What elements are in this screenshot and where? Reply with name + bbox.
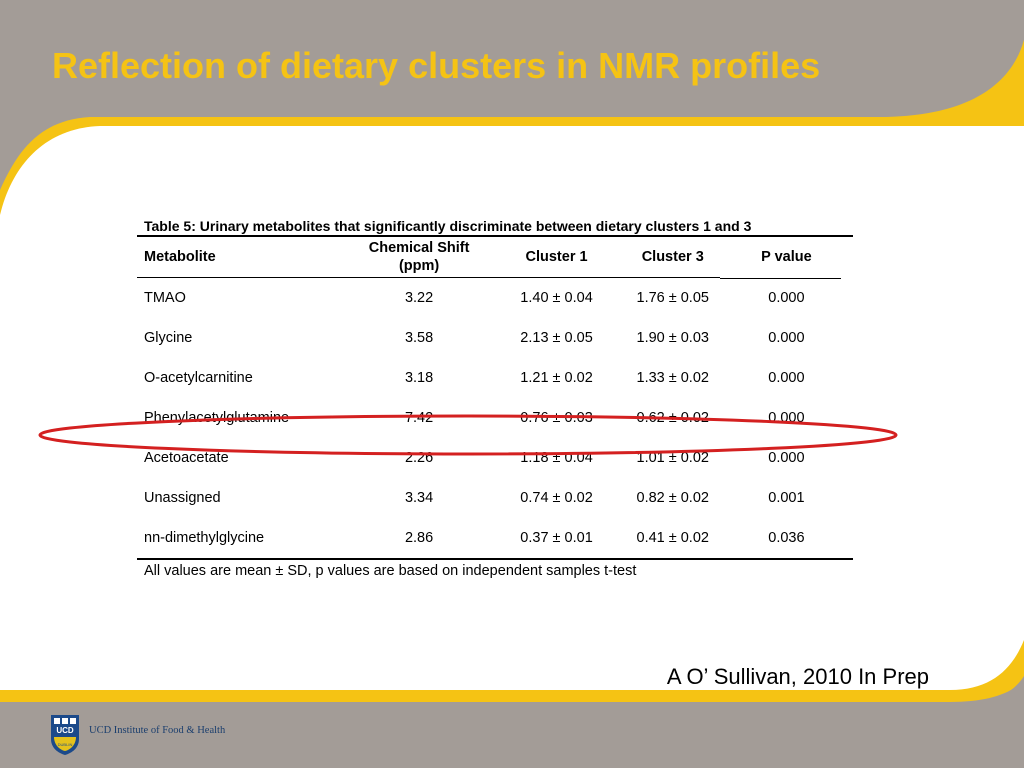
cell-metabolite: Unassigned xyxy=(144,490,221,506)
header-shift-line1: Chemical Shift xyxy=(368,240,470,256)
cell-shift: 2.86 xyxy=(350,518,488,560)
cell-metabolite: O-acetylcarnitine xyxy=(144,370,253,386)
cell-pvalue: 0.036 xyxy=(719,518,853,560)
table-row: Unassigned 3.34 0.74 ± 0.02 0.82 ± 0.02 … xyxy=(137,478,853,518)
ucd-crest-icon: UCD DUBLIN xyxy=(51,715,79,755)
table-row: TMAO 3.22 1.40 ± 0.04 1.76 ± 0.05 0.000 xyxy=(137,278,853,319)
header-metabolite: Metabolite xyxy=(137,236,351,278)
cell-cluster3: 1.01 ± 0.02 xyxy=(636,450,709,466)
cell-cluster1: 0.76 ± 0.03 xyxy=(520,410,593,426)
table-footnote: All values are mean ± SD, p values are b… xyxy=(144,563,637,579)
cell-pvalue: 0.000 xyxy=(768,450,805,466)
institute-name: UCD Institute of Food & Health xyxy=(89,724,226,736)
header-shift-line2: (ppm) xyxy=(398,258,440,274)
cell-pvalue: 0.000 xyxy=(768,289,805,306)
cell-cluster1: 0.37 ± 0.01 xyxy=(487,518,626,560)
cell-shift: 3.18 xyxy=(404,370,434,386)
cell-cluster3: 1.76 ± 0.05 xyxy=(636,290,709,306)
metabolite-table-block: Table 5: Urinary metabolites that signif… xyxy=(137,217,853,580)
table-header-row: Metabolite Chemical Shift (ppm) Cluster … xyxy=(137,236,853,278)
cell-shift: 3.34 xyxy=(404,490,434,506)
header-pvalue: P value xyxy=(719,236,853,278)
slide-title: Reflection of dietary clusters in NMR pr… xyxy=(52,45,821,86)
header-chemical-shift: Chemical Shift (ppm) xyxy=(350,236,488,278)
table-row: nn-dimethylglycine 2.86 0.37 ± 0.01 0.41… xyxy=(137,518,853,560)
cell-cluster3: 0.82 ± 0.02 xyxy=(636,490,709,506)
cell-shift: 3.58 xyxy=(404,330,434,346)
cell-pvalue: 0.000 xyxy=(768,330,805,346)
header-cluster3: Cluster 3 xyxy=(625,236,720,278)
cell-pvalue: 0.000 xyxy=(768,370,805,386)
cell-cluster1: 1.21 ± 0.02 xyxy=(520,370,593,386)
cell-metabolite: nn-dimethylglycine xyxy=(137,518,351,560)
cell-cluster1: 1.18 ± 0.04 xyxy=(520,450,593,466)
cell-cluster1: 1.40 ± 0.04 xyxy=(520,290,593,306)
cell-shift: 2.26 xyxy=(404,450,434,466)
cell-pvalue: 0.000 xyxy=(768,410,805,426)
table-row: O-acetylcarnitine 3.18 1.21 ± 0.02 1.33 … xyxy=(137,358,853,398)
table-row: Acetoacetate 2.26 1.18 ± 0.04 1.01 ± 0.0… xyxy=(137,438,853,478)
table-caption: Table 5: Urinary metabolites that signif… xyxy=(144,218,752,234)
cell-metabolite: TMAO xyxy=(144,290,186,306)
ucd-logo: UCD DUBLIN UCD Institute of Food & Healt… xyxy=(50,713,225,755)
table-row: Glycine 3.58 2.13 ± 0.05 1.90 ± 0.03 0.0… xyxy=(137,318,853,358)
header-cluster1: Cluster 1 xyxy=(487,236,626,278)
crest-subtext: DUBLIN xyxy=(58,742,73,747)
cell-cluster3: 0.62 ± 0.02 xyxy=(636,410,709,426)
citation-text: A O’ Sullivan, 2010 In Prep xyxy=(666,664,929,689)
cell-shift: 7.42 xyxy=(404,410,434,426)
metabolite-table: Metabolite Chemical Shift (ppm) Cluster … xyxy=(137,235,853,560)
cell-metabolite: Phenylacetylglutamine xyxy=(144,410,290,426)
cell-metabolite: Acetoacetate xyxy=(144,450,229,466)
cell-metabolite: Glycine xyxy=(144,330,193,346)
cell-cluster3: 0.41 ± 0.02 xyxy=(625,518,720,560)
cell-cluster3: 1.90 ± 0.03 xyxy=(636,330,709,346)
crest-text: UCD xyxy=(56,726,74,735)
bottom-accent-swoosh xyxy=(0,640,1024,704)
cell-pvalue: 0.001 xyxy=(768,490,805,506)
cell-cluster3: 1.33 ± 0.02 xyxy=(636,370,709,386)
cell-cluster1: 2.13 ± 0.05 xyxy=(520,330,593,346)
cell-shift: 3.22 xyxy=(404,290,434,306)
cell-cluster1: 0.74 ± 0.02 xyxy=(520,490,593,506)
table-row-highlighted: Phenylacetylglutamine 7.42 0.76 ± 0.03 0… xyxy=(137,398,853,438)
